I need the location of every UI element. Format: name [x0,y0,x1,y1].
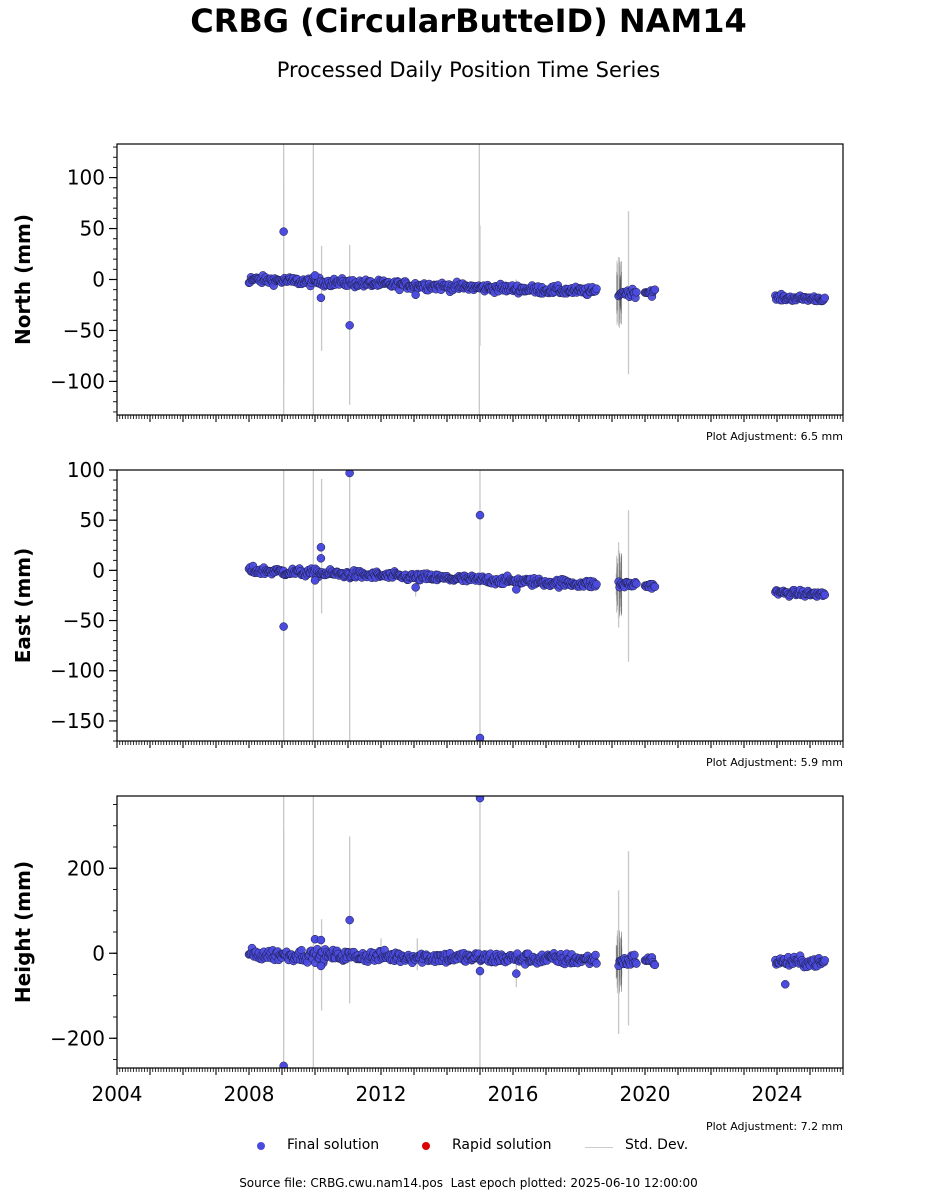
x-tick-label: 2020 [620,1082,671,1106]
plot-area [244,144,830,415]
y-tick-label: −50 [63,609,105,633]
x-tick-label: 2012 [356,1082,407,1106]
rapid-solution-marker-icon [422,1142,430,1150]
data-point [512,969,521,978]
y-tick-label: 100 [67,166,105,190]
data-point [345,321,354,330]
panel-1: 100 50 0 −50 −100 North (mm) Plot Adjustment: … [11,143,844,443]
data-point [310,271,320,280]
data-point [316,543,326,552]
data-point [592,959,601,968]
final-solution-marker-icon [257,1142,265,1150]
data-point [316,293,326,303]
source-file: Source file: CRBG.cwu.nam14.pos [239,1176,443,1190]
data-point [316,935,326,945]
data-point [820,590,830,600]
data-point [632,959,641,968]
y-tick-label: 200 [67,856,105,880]
data-point [632,579,641,588]
data-point [279,227,288,236]
panel-3: 200 0 −200 Height (mm) 2004 2008 2012 2016 2020 2… [11,795,844,1133]
y-tick-label: 100 [67,458,105,482]
data-point [650,960,660,970]
last-epoch: Last epoch plotted: 2025-06-10 12:00:00 [450,1176,698,1190]
data-point [820,956,830,965]
data-point [411,290,420,300]
plot-adjustment-label: Plot Adjustment: 7.2 mm [706,1120,843,1133]
x-tick-label: 2004 [92,1082,143,1106]
data-point [650,582,660,592]
y-tick-label: 50 [80,508,105,532]
data-point [345,470,354,478]
data-point [650,285,660,294]
y-tick-label: −200 [50,1026,105,1050]
source-footer: Source file: CRBG.cwu.nam14.pos Last epo… [0,1176,937,1190]
y-tick-label: 0 [92,941,105,965]
y-tick-label: −100 [50,369,105,393]
data-point [592,580,601,589]
data-point [475,966,485,976]
plot-area [244,796,830,1068]
data-point [316,554,326,563]
data-point [475,796,485,803]
data-point [512,585,521,594]
chart-title: CRBG (CircularButteID) NAM14 [190,2,747,40]
y-axis-label: East (mm) [11,548,35,664]
data-point [632,287,641,297]
x-tick-label: 2024 [752,1082,803,1106]
chart-subtitle: Processed Daily Position Time Series [276,58,661,82]
std-dev-line-icon [585,1147,613,1148]
data-point [310,576,320,585]
data-point [411,583,420,592]
x-tick-label: 2008 [224,1082,275,1106]
y-tick-label: −100 [50,659,105,683]
y-tick-label: −50 [63,318,105,342]
x-tick-label: 2016 [488,1082,539,1106]
data-point [345,915,354,925]
legend-final-label: Final solution [287,1137,380,1153]
y-tick-label: 50 [80,217,105,241]
plot-adjustment-label: Plot Adjustment: 6.5 mm [706,430,843,443]
y-tick-label: −150 [50,709,105,733]
data-point [781,980,790,989]
data-point [630,950,639,960]
data-point [591,950,600,960]
y-axis-label: Height (mm) [11,861,35,1003]
data-point [475,510,485,520]
legend-stddev-label: Std. Dev. [625,1137,689,1153]
panel-2: 100 50 0 −50 −100 −150 East (mm) Plot Adjustmen… [11,458,844,769]
data-point [592,284,601,293]
data-point [475,733,485,741]
data-point [279,622,288,631]
y-tick-label: 0 [92,268,105,292]
legend-rapid-label: Rapid solution [452,1137,552,1153]
plot-area [244,470,830,741]
y-tick-label: 0 [92,558,105,582]
y-axis-label: North (mm) [11,214,35,345]
data-point [279,1061,288,1068]
data-point [820,293,830,303]
data-point [316,961,326,971]
plot-adjustment-label: Plot Adjustment: 5.9 mm [706,756,843,769]
